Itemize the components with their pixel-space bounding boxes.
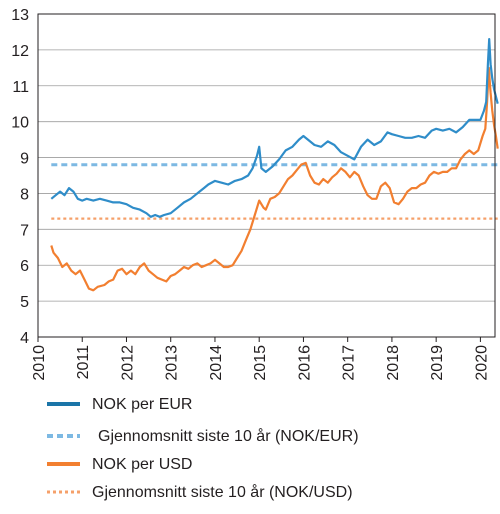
legend-label: NOK per USD <box>92 456 192 473</box>
y-tick-label: 9 <box>20 151 29 168</box>
legend: NOK per EUR Gjennomsnitt siste 10 år (NOK… <box>47 396 359 501</box>
x-tick-label: 2012 <box>119 345 136 381</box>
series-line <box>50 38 499 218</box>
x-tick-label: 2015 <box>252 345 269 381</box>
y-tick-label: 13 <box>11 7 29 24</box>
x-tick-label: 2013 <box>164 345 181 381</box>
y-tick-label: 4 <box>20 330 29 347</box>
y-axis-ticks: 4 5 6 7 8 9 10 11 12 13 <box>11 7 29 347</box>
y-tick-label: 5 <box>20 294 29 311</box>
x-tick-label: 2017 <box>341 345 358 381</box>
x-tick-label: 2016 <box>296 345 313 381</box>
legend-label: Gjennomsnitt siste 10 år (NOK/EUR) <box>98 427 359 445</box>
y-tick-label: 6 <box>20 258 29 275</box>
series-line <box>50 66 499 292</box>
y-tick-label: 8 <box>20 186 29 203</box>
x-tick-label: 2014 <box>208 345 225 381</box>
x-tick-label: 2011 <box>75 345 92 380</box>
y-tick-label: 12 <box>11 43 29 60</box>
legend-label: NOK per EUR <box>92 396 192 413</box>
plot-frame <box>37 13 496 338</box>
series-lines <box>50 38 499 292</box>
y-tick-label: 10 <box>11 115 29 132</box>
x-tick-label: 2010 <box>31 345 48 381</box>
gridlines <box>38 49 495 302</box>
x-tick-label: 2020 <box>473 345 490 381</box>
x-tick-label: 2019 <box>429 345 446 381</box>
legend-label: Gjennomsnitt siste 10 år (NOK/USD) <box>92 483 353 501</box>
x-axis-ticks: 2010 2011 2012 2013 2014 2015 2016 2017 2018 2019… <box>31 337 490 381</box>
y-tick-label: 7 <box>20 222 29 239</box>
y-tick-label: 11 <box>12 79 29 96</box>
x-tick-label: 2018 <box>385 345 402 381</box>
